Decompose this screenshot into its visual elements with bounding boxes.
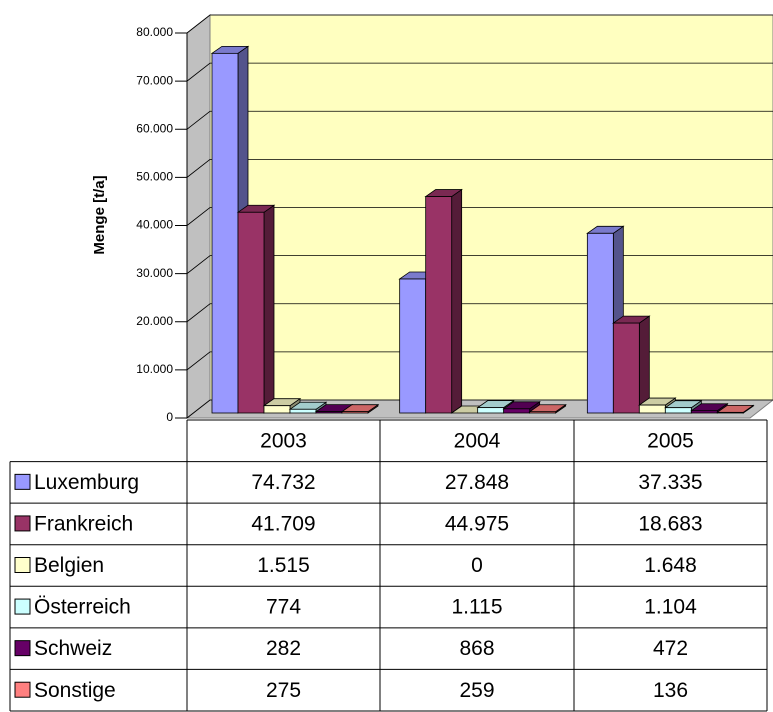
y-tick-label: 10.000 [136,362,173,376]
bar [341,411,369,414]
legend-key [14,473,31,490]
bar [211,52,239,414]
x-tick-label: 2003 [260,429,307,452]
table-value: 37.335 [638,471,702,494]
bar [263,405,291,414]
table-value: 282 [266,637,301,660]
grid-line [186,303,773,323]
bar [425,196,453,414]
bar [237,211,265,414]
legend-label: Frankreich [34,512,133,535]
grid-line [186,110,773,130]
grid-line [186,255,773,274]
bar [503,408,531,414]
bar [612,322,640,414]
table-value: 472 [653,637,688,660]
table-value: 868 [459,637,494,660]
legend-label: Sonstige [34,679,116,702]
bar [690,410,718,414]
bar [664,407,692,414]
table-value: 136 [653,679,688,702]
legend-key [14,640,31,657]
grid-line [186,351,773,371]
table-value: 1.515 [257,554,310,577]
y-tick-label: 70.000 [136,73,173,87]
bar [477,407,505,414]
legend-key [14,598,31,615]
y-tick-label: 40.000 [136,218,173,232]
bar-side [638,315,650,414]
bar [529,411,557,414]
y-tick-label: 50.000 [136,170,173,184]
y-axis-title: Menge [t/a] [91,175,108,254]
grid-line [186,399,773,419]
table-value: 44.975 [445,512,509,535]
table-value: 774 [266,596,301,619]
legend-key [14,681,31,698]
table-value: 0 [471,554,483,577]
table-value: 259 [459,679,494,702]
table-value: 1.648 [644,554,697,577]
table-value: 41.709 [251,512,315,535]
table-value: 74.732 [251,471,315,494]
bar-side [451,188,463,414]
x-tick-label: 2005 [647,429,694,452]
legend-key [14,557,31,573]
grid-line [186,14,773,34]
legend-label: Belgien [34,554,104,577]
y-tick-label: 30.000 [136,266,173,280]
table-value: 1.115 [452,596,503,619]
grid-line [186,158,773,178]
grid-line [186,207,773,226]
legend-key [14,515,31,532]
legend-label: Luxemburg [34,471,139,494]
table-value: 275 [266,679,301,702]
x-tick-label: 2004 [454,429,501,452]
grid-line [186,62,773,82]
bar [315,411,343,414]
legend-label: Schweiz [34,637,112,660]
table-value: 27.848 [445,471,509,494]
bar [716,411,744,414]
table-value: 18.683 [638,512,702,535]
y-tick-label: 20.000 [136,314,173,328]
bar [399,278,427,414]
table-value: 1.104 [644,596,697,619]
y-tick-label: 0 [166,410,173,424]
y-tick-label: 60.000 [136,121,173,135]
bar-side [263,204,275,414]
bar [289,408,317,414]
legend-label: Österreich [34,596,131,619]
y-tick-label: 80.000 [136,25,173,39]
bar [638,404,666,414]
bar [586,232,614,414]
